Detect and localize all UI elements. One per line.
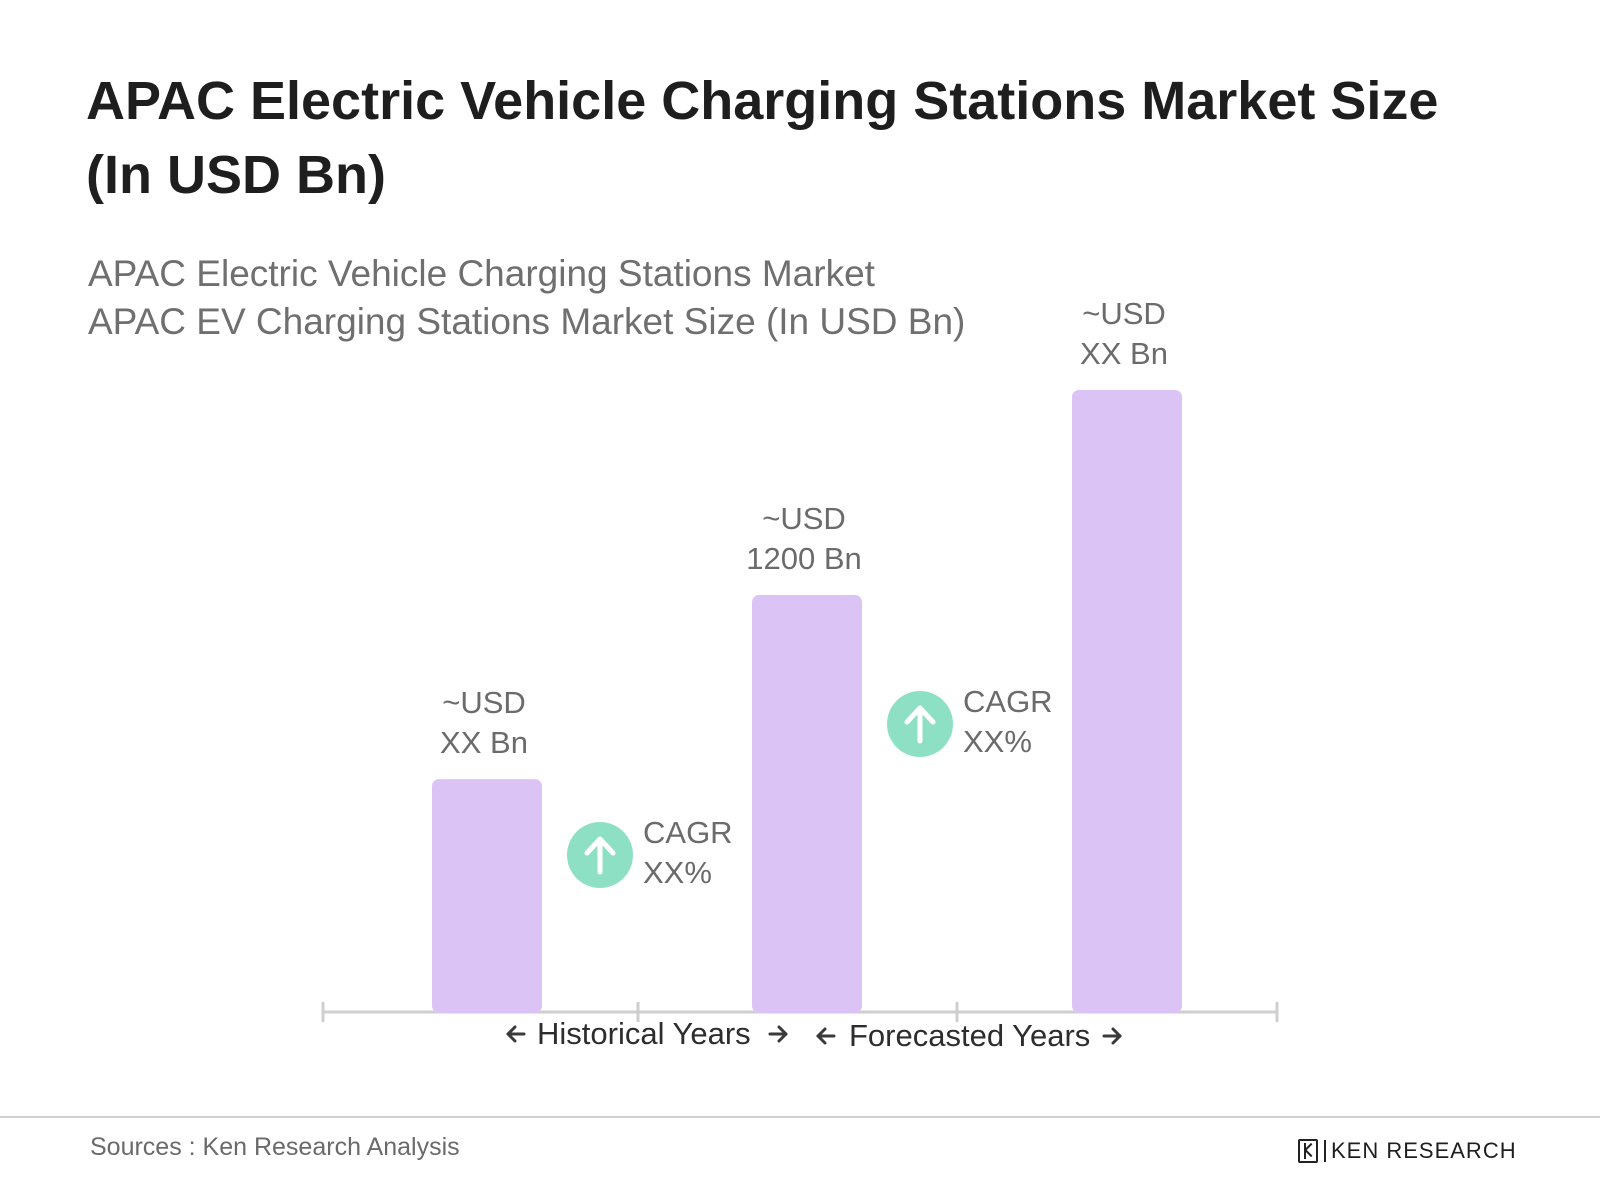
bar: [1072, 390, 1182, 1013]
bar: [432, 779, 542, 1013]
cagr-badge: CAGR XX%: [887, 684, 1053, 759]
arrow-right-icon: [777, 1025, 788, 1043]
chart-title: APAC Electric Vehicle Charging Stations …: [86, 71, 1439, 205]
bar-value-label: 1200 Bn: [746, 541, 862, 576]
arrow-up-icon: [584, 836, 616, 875]
arrow-up-icon: [904, 705, 936, 744]
arrow-head: [584, 836, 616, 856]
cagr-value: XX%: [963, 724, 1032, 759]
cagr-value: XX%: [643, 855, 712, 890]
source-note: Sources : Ken Research Analysis: [90, 1133, 460, 1161]
arrow-right-icon: [1111, 1027, 1122, 1045]
bar-value-label: ~USD: [1082, 296, 1166, 331]
cagr-badge: CAGR XX%: [567, 815, 733, 890]
forecasted-years-label: Forecasted Years: [816, 1018, 1122, 1053]
bar: [752, 595, 862, 1013]
arrow-head: [904, 705, 936, 725]
cagr-label: CAGR: [643, 815, 733, 850]
period-label: Historical Years: [537, 1016, 751, 1051]
brand-logo: KEN RESEARCH: [1298, 1136, 1517, 1166]
ken-research-logo-icon: [1298, 1139, 1318, 1163]
subtitle-line-1: APAC Electric Vehicle Charging Stations …: [88, 253, 875, 294]
period-label: Forecasted Years: [849, 1018, 1090, 1053]
bar-value-label: ~USD: [762, 501, 846, 536]
historical-years-label: Historical Years: [506, 1016, 788, 1051]
footer-divider: [0, 1116, 1600, 1118]
subtitle-line-2: APAC EV Charging Stations Market Size (I…: [88, 301, 966, 342]
bar-value-label: XX Bn: [440, 725, 528, 760]
bar-value-label: ~USD: [442, 685, 526, 720]
bar-value-label: XX Bn: [1080, 336, 1168, 371]
chart-subtitle: APAC Electric Vehicle Charging Stations …: [88, 250, 1088, 346]
brand-name: KEN RESEARCH: [1324, 1140, 1517, 1162]
cagr-label: CAGR: [963, 684, 1053, 719]
